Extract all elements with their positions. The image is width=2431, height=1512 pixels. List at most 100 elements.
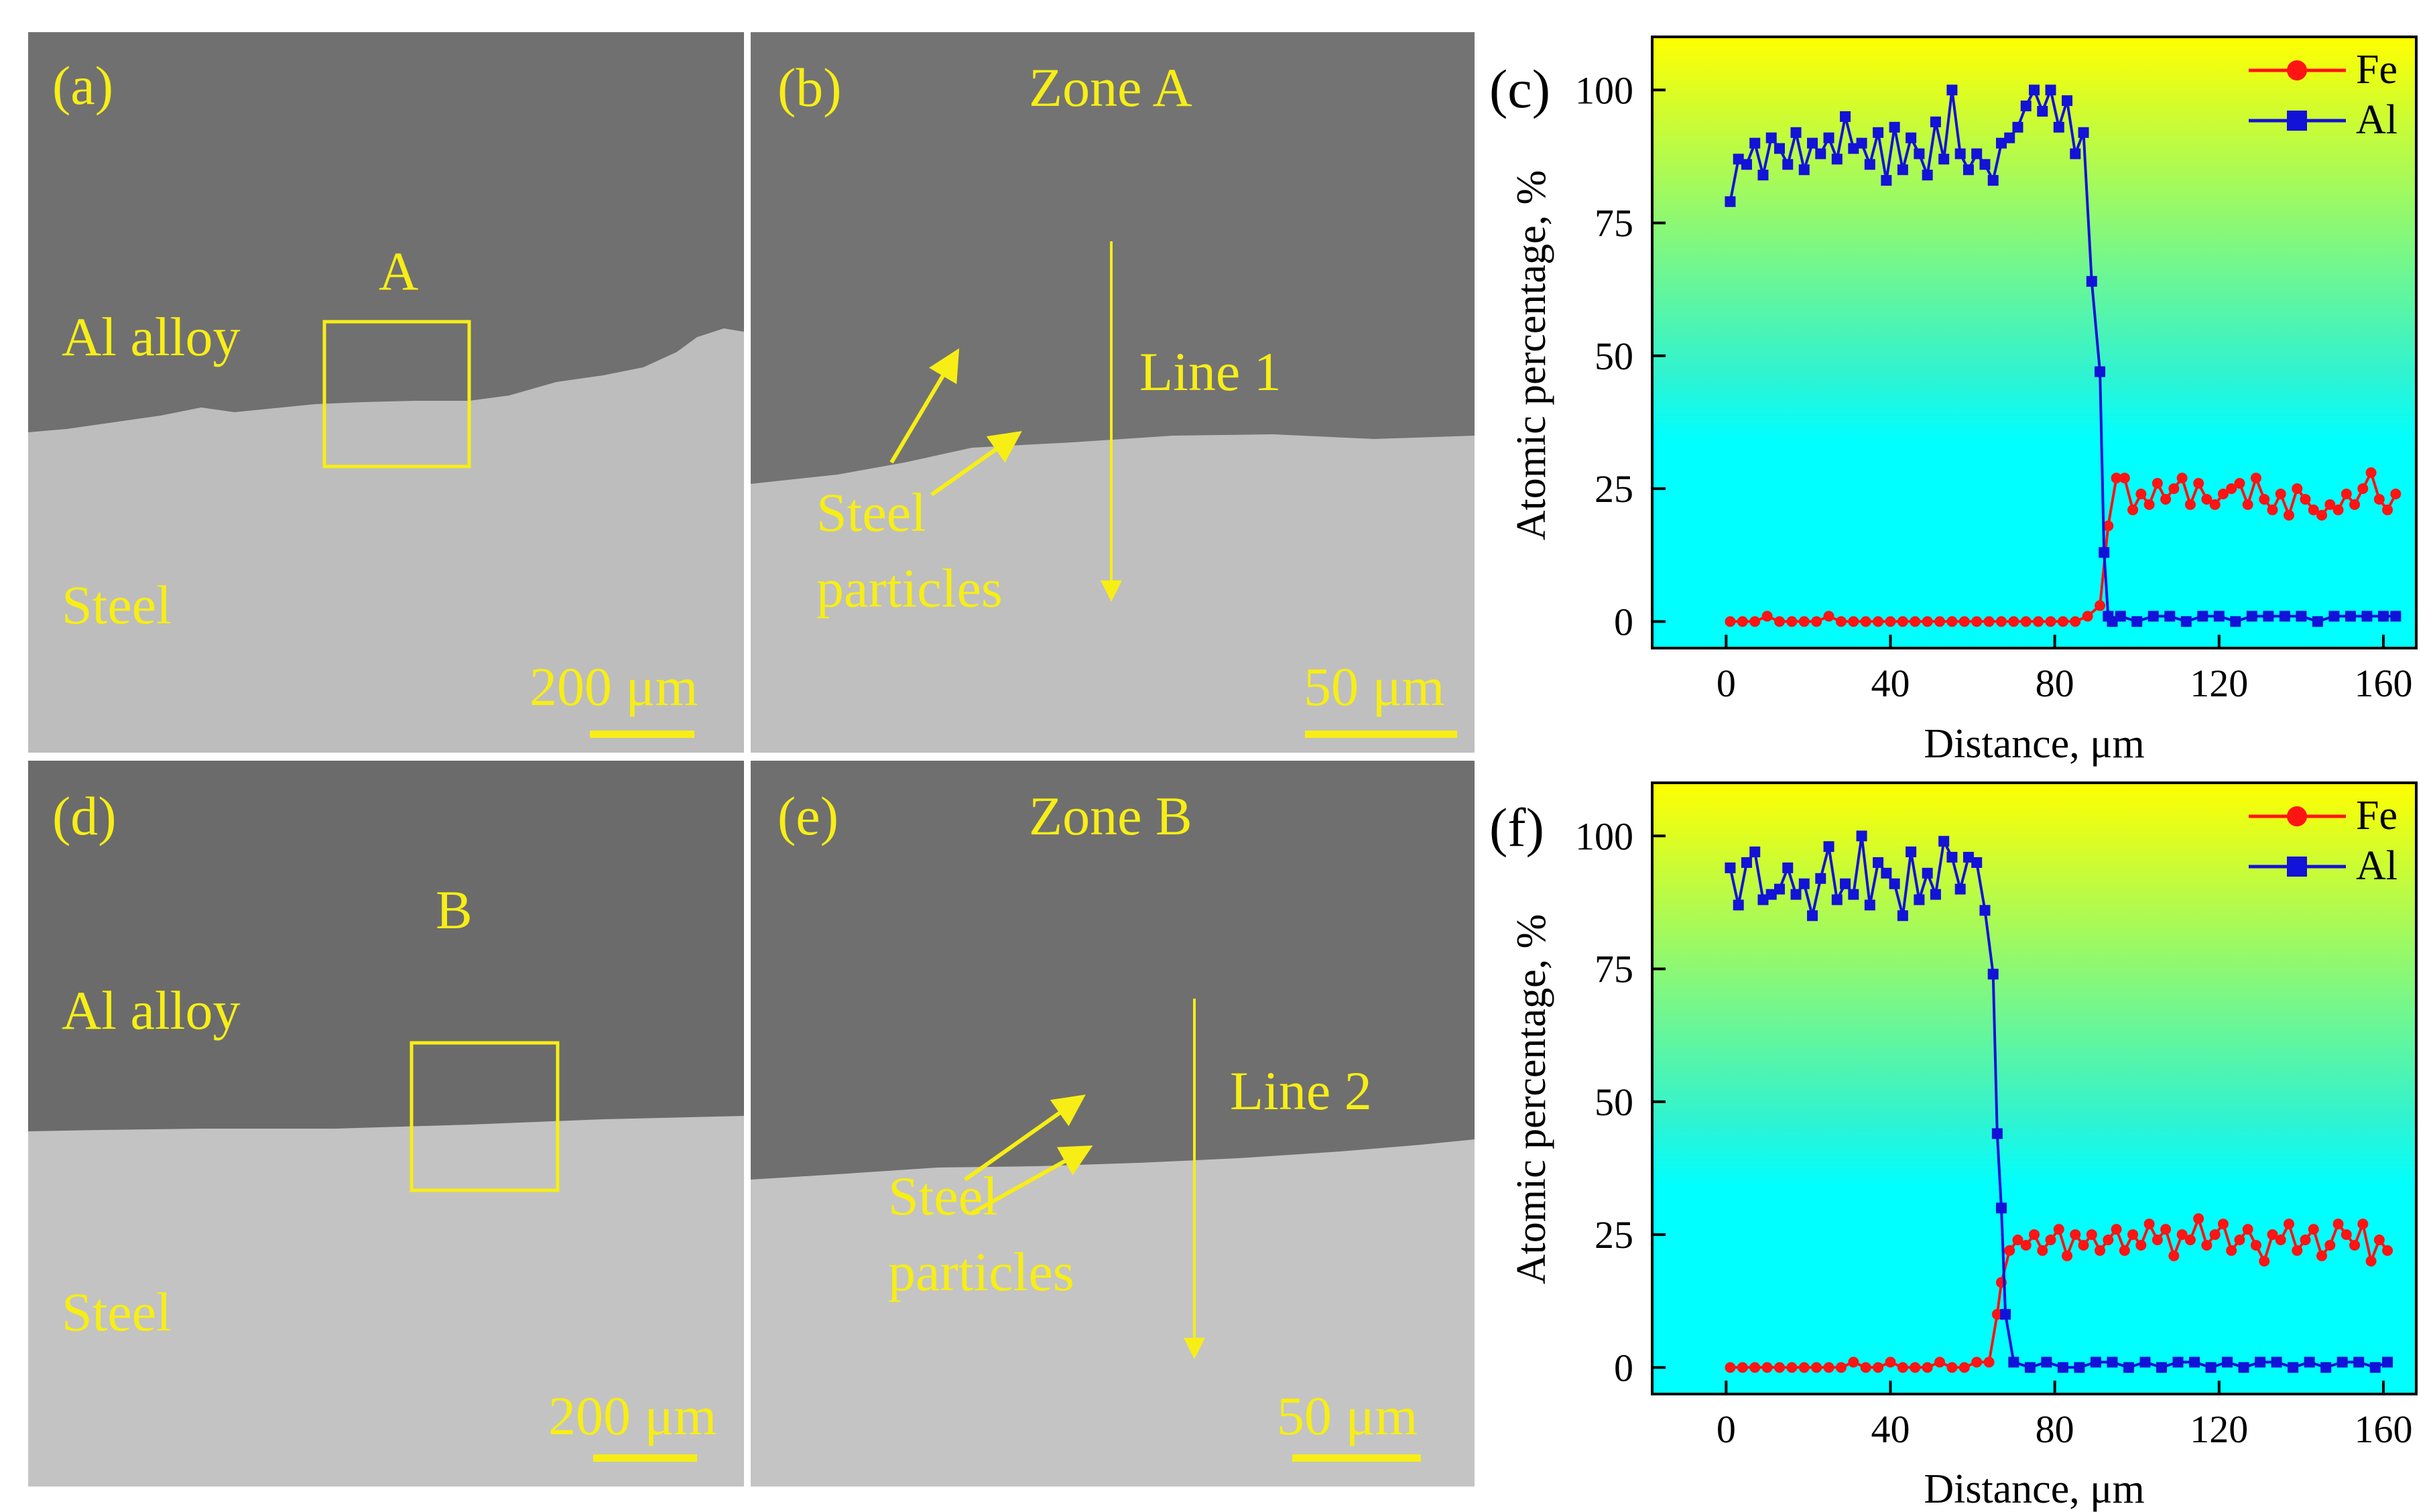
data-point-al	[1782, 862, 1794, 873]
y-tick-label: 25	[1595, 467, 1633, 511]
data-point-fe	[1983, 616, 1995, 627]
data-point-al	[1765, 132, 1777, 143]
data-point-fe	[2119, 472, 2130, 484]
data-point-fe	[1860, 616, 1871, 627]
data-point-al	[1823, 841, 1834, 853]
data-point-al	[1954, 883, 1966, 895]
data-point-al	[2020, 101, 2032, 112]
data-point-al	[2024, 1362, 2036, 1373]
y-tick-label: 75	[1595, 948, 1633, 991]
data-point-al	[2156, 1362, 2167, 1373]
data-point-fe	[1971, 1357, 1983, 1368]
steel-particles-label-line1: Steel	[888, 1166, 998, 1226]
data-point-al	[2095, 366, 2106, 377]
data-point-fe	[1885, 616, 1896, 627]
chart-f-panel-label: (f)	[1489, 797, 1544, 858]
data-point-al	[2246, 611, 2257, 622]
data-point-al	[1856, 137, 1867, 149]
data-point-al	[1897, 164, 1908, 176]
data-point-fe	[2209, 1229, 2221, 1241]
data-point-fe	[2160, 493, 2172, 505]
x-tick-label: 40	[1871, 662, 1910, 705]
data-point-al	[1938, 836, 1950, 847]
data-point-fe	[2111, 1224, 2122, 1235]
data-point-al	[1749, 137, 1761, 149]
data-point-fe	[1811, 616, 1822, 627]
data-point-fe	[2078, 1239, 2089, 1251]
line-2-label: Line 2	[1230, 1060, 1372, 1121]
y-tick-label: 0	[1614, 600, 1633, 643]
x-tick-label: 80	[2036, 1407, 2074, 1451]
data-point-al	[1864, 159, 1875, 170]
data-point-al	[2123, 1362, 2134, 1373]
data-point-fe	[2176, 1229, 2188, 1241]
data-point-al	[2164, 611, 2176, 622]
data-point-al	[1962, 164, 1974, 176]
data-point-al	[1946, 852, 1958, 863]
data-point-fe	[1823, 611, 1834, 622]
data-point-al	[1987, 968, 1999, 980]
data-point-fe	[2127, 504, 2139, 515]
particle-arrow-1	[964, 1094, 1086, 1182]
data-point-fe	[2373, 493, 2385, 505]
data-point-fe	[1910, 1362, 1921, 1373]
data-point-fe	[2095, 600, 2106, 611]
data-point-al	[1906, 132, 1917, 143]
data-point-fe	[1786, 616, 1798, 627]
al-alloy-label: Al alloy	[62, 306, 240, 367]
data-point-fe	[2201, 1239, 2212, 1251]
data-point-fe	[2135, 489, 2147, 500]
al-alloy-label: Al alloy	[62, 980, 240, 1041]
data-point-fe	[2209, 499, 2221, 510]
data-point-fe	[2033, 616, 2044, 627]
plot-frame	[1651, 36, 2418, 649]
data-point-fe	[2045, 1235, 2056, 1246]
data-point-fe	[2168, 483, 2180, 495]
panel-e: (e) Zone B Line 2 Steel particles 50 μm	[751, 761, 1475, 1487]
data-point-al	[1757, 894, 1769, 905]
data-point-fe	[2226, 1245, 2237, 1256]
data-point-al	[1725, 196, 1736, 207]
data-point-al	[2390, 611, 2402, 622]
data-point-fe	[2316, 1250, 2328, 1261]
data-point-fe	[1737, 616, 1748, 627]
axis-ticks: 0 40 80 120 160 0 25 50 75 100	[1575, 814, 2412, 1451]
data-point-fe	[2004, 1245, 2015, 1256]
data-point-fe	[1725, 616, 1736, 627]
data-point-fe	[2070, 1229, 2081, 1241]
data-point-al	[1725, 862, 1736, 873]
data-point-al	[1906, 846, 1917, 858]
data-point-al	[2288, 1362, 2299, 1373]
data-point-fe	[2057, 616, 2068, 627]
data-point-al	[1733, 153, 1744, 165]
data-point-al	[1749, 846, 1761, 858]
data-point-al	[2361, 611, 2373, 622]
line-1-label: Line 1	[1139, 341, 1282, 402]
data-point-al	[1774, 883, 1785, 895]
data-point-fe	[2259, 1255, 2270, 1267]
data-point-al	[2078, 127, 2089, 138]
scale-bar-label: 50 μm	[1277, 1385, 1418, 1446]
data-point-fe	[1823, 1362, 1834, 1373]
data-point-fe	[2332, 1218, 2344, 1230]
data-point-al	[1914, 148, 1925, 160]
steel-label: Steel	[62, 1281, 172, 1342]
data-point-fe	[1910, 616, 1921, 627]
data-point-fe	[2341, 1229, 2352, 1241]
data-point-al	[2279, 611, 2290, 622]
data-point-al	[2062, 95, 2073, 107]
scale-bar-label: 200 μm	[548, 1385, 716, 1446]
data-point-al	[2107, 1357, 2118, 1368]
data-point-al	[2008, 1357, 2019, 1368]
data-point-al	[1873, 127, 1884, 138]
data-point-fe	[2308, 504, 2319, 515]
data-point-al	[1889, 878, 1900, 889]
data-point-fe	[2103, 520, 2114, 531]
data-point-fe	[2316, 509, 2328, 521]
data-point-fe	[2349, 499, 2361, 510]
particle-arrow-2	[930, 431, 1022, 497]
data-point-fe	[2284, 1218, 2294, 1230]
y-tick-label: 0	[1614, 1346, 1633, 1389]
data-point-al	[2377, 611, 2389, 622]
particle-arrow-1	[889, 348, 960, 464]
